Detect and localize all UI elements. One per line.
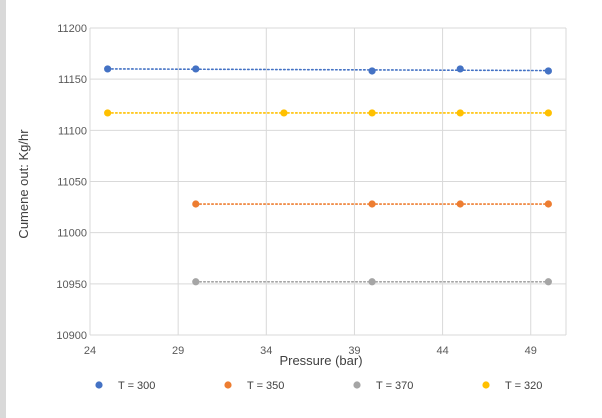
legend: T = 300 T = 350 T = 370 T = 320 xyxy=(95,380,542,392)
legend-marker xyxy=(95,381,103,389)
data-point xyxy=(368,200,376,208)
legend-label: T = 300 xyxy=(118,380,155,392)
data-point xyxy=(544,278,552,286)
data-point xyxy=(368,278,376,286)
y-axis-title: Cumene out: Kg/hr xyxy=(16,129,31,239)
y-tick-label: 10900 xyxy=(56,330,87,342)
data-point xyxy=(456,200,464,208)
trendline-series-0 xyxy=(106,68,550,72)
y-tick-label: 11000 xyxy=(57,228,87,240)
data-point xyxy=(192,65,200,73)
data-points xyxy=(104,65,552,286)
data-point xyxy=(368,67,376,75)
data-point xyxy=(280,109,288,117)
y-tick-label: 11050 xyxy=(57,177,87,189)
x-tick-label: 34 xyxy=(260,345,272,357)
legend-marker xyxy=(482,381,490,389)
tick-labels: 10900 10950 11000 11050 11100 11150 11200 24 29 3… xyxy=(56,23,536,357)
legend-label: T = 350 xyxy=(247,380,284,392)
scatter-chart: 10900 10950 11000 11050 11100 11150 11200 24 29 3… xyxy=(16,23,567,392)
x-tick-label: 44 xyxy=(436,345,448,357)
data-point xyxy=(192,278,200,286)
data-point xyxy=(192,200,200,208)
y-tick-label: 10950 xyxy=(56,279,87,291)
x-tick-label: 49 xyxy=(525,345,537,357)
data-point xyxy=(544,200,552,208)
data-point xyxy=(544,67,552,75)
data-point xyxy=(104,109,112,117)
x-axis-title: Pressure (bar) xyxy=(279,353,362,368)
data-point xyxy=(456,65,464,73)
y-tick-label: 11150 xyxy=(58,74,87,86)
x-tick-label: 39 xyxy=(348,345,360,357)
x-tick-label: 29 xyxy=(172,345,184,357)
legend-marker xyxy=(353,381,361,389)
data-point xyxy=(104,65,112,73)
legend-marker xyxy=(224,381,232,389)
grid xyxy=(89,27,567,336)
legend-label: T = 370 xyxy=(376,380,413,392)
trendlines xyxy=(106,68,550,283)
legend-label: T = 320 xyxy=(505,380,542,392)
x-tick-label: 24 xyxy=(84,345,96,357)
data-point xyxy=(544,109,552,117)
y-tick-label: 11100 xyxy=(58,125,87,137)
data-point xyxy=(368,109,376,117)
data-point xyxy=(456,109,464,117)
y-tick-label: 11200 xyxy=(57,23,87,35)
